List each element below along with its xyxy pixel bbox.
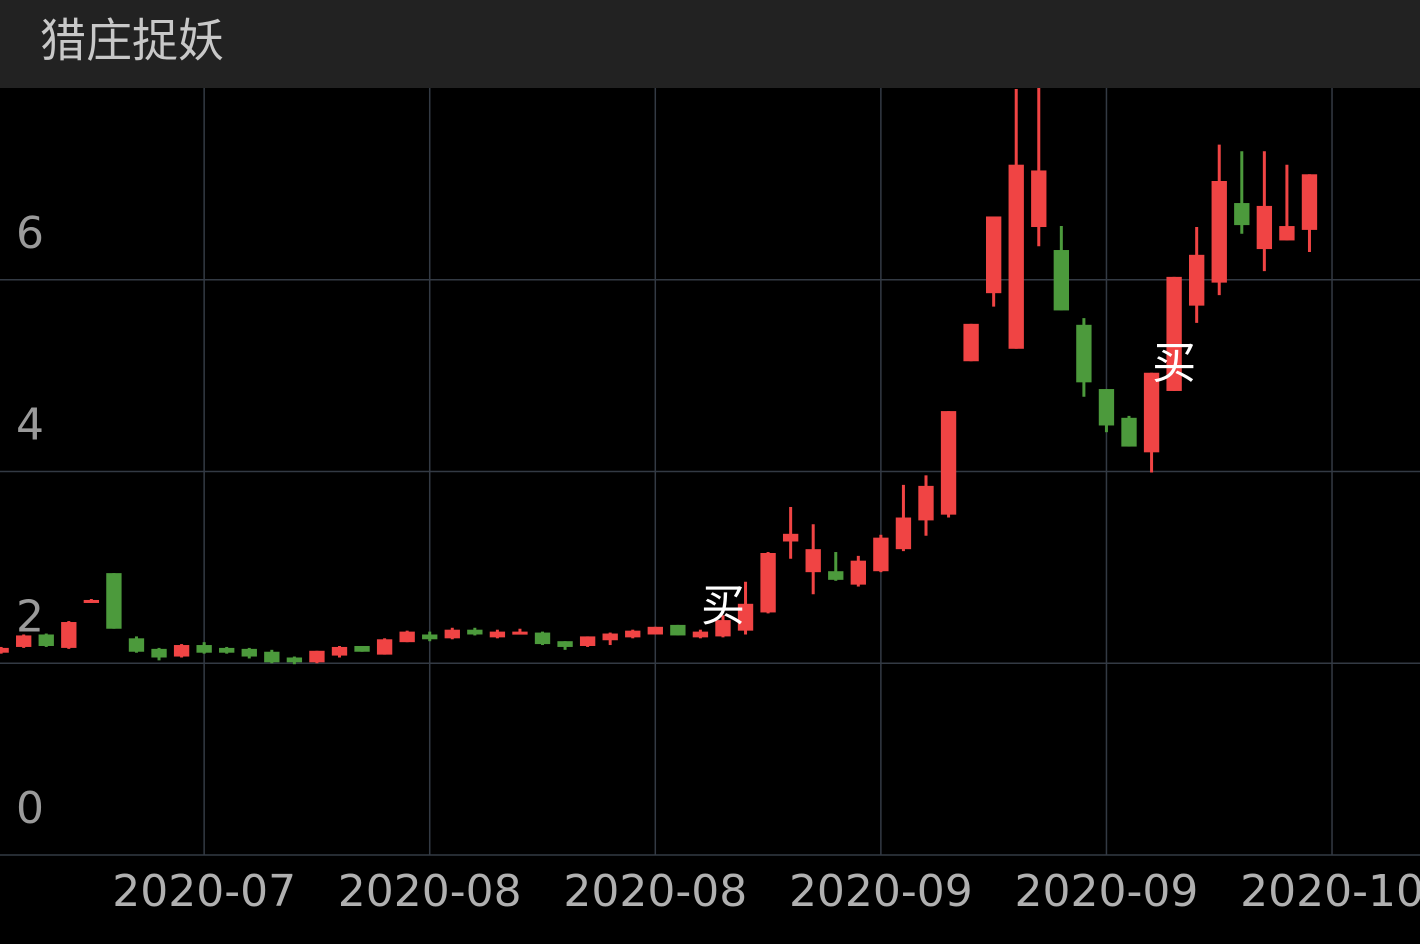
annotation: 买 <box>1152 338 1196 389</box>
y-tick-label: 0 <box>16 783 44 834</box>
candle-body <box>1256 205 1273 250</box>
candle-body <box>173 645 190 657</box>
candle-body <box>512 631 528 635</box>
candle-body <box>61 622 77 648</box>
candle-body <box>760 552 776 613</box>
candle-body <box>715 620 731 637</box>
candle-body <box>692 631 709 638</box>
candle-body <box>489 631 506 638</box>
candle-body <box>1279 226 1295 241</box>
candle-body <box>602 633 618 641</box>
candle-body <box>1189 254 1205 306</box>
x-tick-label: 2020-10 <box>1240 866 1420 917</box>
candle-body <box>1166 276 1182 391</box>
candle-body <box>850 560 866 585</box>
candle-body <box>128 638 145 652</box>
candle-body <box>376 639 393 655</box>
y-tick-label: 2 <box>16 591 44 642</box>
candle-body <box>1121 417 1137 447</box>
candle-body <box>828 571 844 580</box>
x-tick-label: 2020-08 <box>563 866 747 917</box>
candle-body <box>557 641 573 647</box>
candle-body <box>625 630 641 638</box>
candle-body <box>106 573 122 629</box>
candle-body <box>467 629 483 635</box>
candle-body <box>940 411 957 515</box>
candle-body <box>1301 174 1318 230</box>
candle-body <box>534 632 551 645</box>
candle-body <box>647 626 663 635</box>
candle-body <box>241 648 257 657</box>
candle-body <box>309 650 325 663</box>
candle-body <box>985 216 1002 294</box>
y-tick-label: 4 <box>16 400 44 451</box>
candle-body <box>196 645 212 653</box>
candle-body <box>331 646 348 656</box>
candle-body <box>354 645 370 652</box>
x-tick-label: 2020-08 <box>338 866 522 917</box>
candle-body <box>1143 372 1160 453</box>
candle-body <box>444 629 460 639</box>
candle-body <box>670 624 686 636</box>
candle-body <box>38 634 54 646</box>
candle-body <box>737 603 754 631</box>
x-tick-label: 2020-09 <box>1015 866 1199 917</box>
candle-body <box>805 549 821 573</box>
candle-body <box>1098 389 1115 426</box>
chart-title: 猎庄捉妖 <box>40 14 224 68</box>
candle-body <box>1008 164 1024 349</box>
candle-body <box>219 647 235 653</box>
candle-body <box>1076 324 1092 383</box>
candle-body <box>895 517 912 550</box>
candle-body <box>399 631 415 643</box>
candle-body <box>83 599 100 603</box>
x-tick-label: 2020-09 <box>789 866 973 917</box>
candle-body <box>1031 170 1047 228</box>
x-tick-label: 2020-07 <box>112 866 296 917</box>
candle-body <box>782 533 799 542</box>
candle-body <box>1211 180 1227 283</box>
header-bar <box>0 0 1420 88</box>
candle-body <box>264 651 280 663</box>
candle-body <box>286 657 303 663</box>
candle-body <box>1053 250 1070 311</box>
candle-body <box>873 537 889 572</box>
candle-body <box>579 636 596 646</box>
candle-body <box>1234 203 1250 226</box>
candle-body <box>963 323 979 362</box>
candle-body <box>16 635 32 647</box>
annotation: 买 <box>701 581 745 632</box>
candle-body <box>0 647 9 653</box>
candle-body <box>918 485 934 521</box>
candle-body <box>422 634 438 640</box>
y-tick-label: 6 <box>16 208 44 259</box>
candle-body <box>151 648 167 658</box>
